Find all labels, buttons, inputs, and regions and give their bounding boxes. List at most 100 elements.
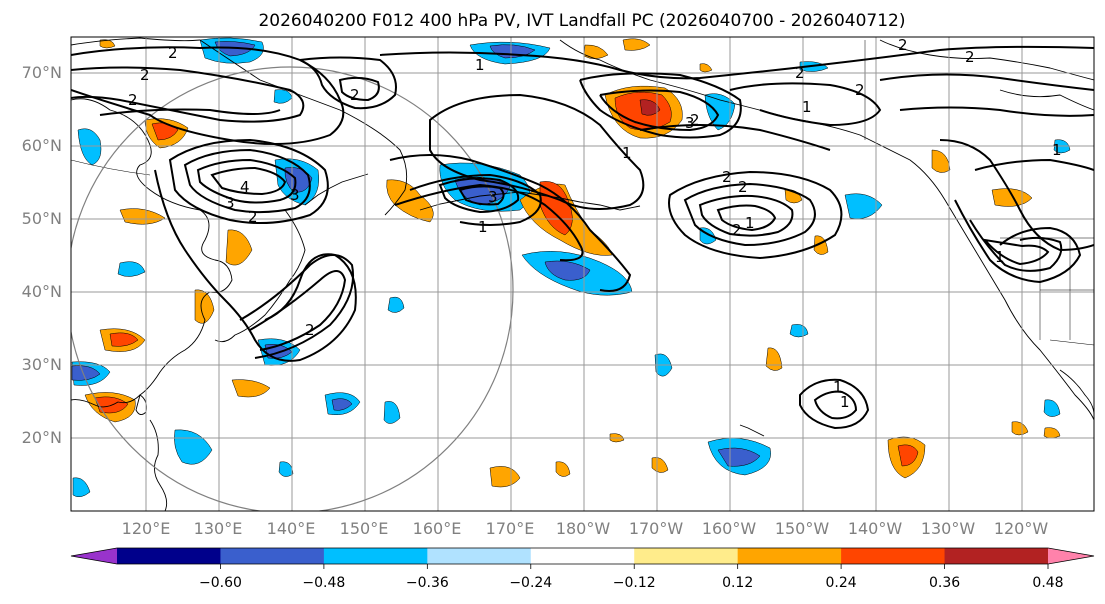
pv-contour [716,204,777,232]
colorbar-cell [944,548,1049,564]
pv-positive-region [225,229,253,266]
pv-contour [99,108,281,116]
contour-label: 2 [690,111,700,129]
pv-contour [71,66,305,123]
pv-positive-region [151,122,179,141]
lon-label-140w: 140°W [848,519,903,538]
colorbar-cell [117,548,221,564]
contour-label: 2 [732,221,742,239]
figure-title: 2026040200 F012 400 hPa PV, IVT Landfall… [258,11,905,31]
map-frame [70,36,1095,512]
japan-coastline [214,209,306,343]
lon-label-170e: 170°E [486,519,535,538]
map-panel: 2 2 2 2 1 2 2 2 2 1 3 4 3 2 2 3 2 2 1 2 … [71,37,1094,511]
contour-label: 1 [995,248,1005,266]
contour-label: 1 [745,214,755,232]
contour-label: 2 [305,321,315,339]
contour-label: 2 [248,208,258,226]
hawaii-islands [739,424,765,437]
colorbar-outline [70,547,1095,565]
pv-contour [939,139,1094,252]
pv-negative-region [1043,399,1061,417]
colorbar-tick-label: −0.12 [613,575,656,591]
colorbar-cell [841,548,946,564]
pv-contour [183,148,311,214]
siberia-coastline [71,37,201,46]
pv-contour [579,72,742,139]
pv-contour [154,169,357,362]
contour-label: 3 [488,188,498,206]
colorbar-tick-label: 0.24 [826,575,857,591]
colorbar-cell [427,548,532,564]
aleutian-islands [419,191,641,211]
pv-contour [210,166,287,196]
us-mexico-border [1049,339,1094,346]
lon-label-120w: 120°W [994,519,1049,538]
hudson-area-coastline [999,89,1094,111]
pv-contour [71,46,345,145]
contour-label: 2 [128,91,138,109]
pv-positive-region [1011,421,1029,436]
canada-coastline [879,39,1094,81]
lon-label-150w: 150°W [775,519,830,538]
mexico-coastline [1059,369,1094,416]
colorbar-cell [530,548,635,564]
contour-labels: 2 2 2 2 1 2 2 2 2 1 3 4 3 2 2 3 2 2 1 2 … [128,37,1062,411]
lon-label-130e: 130°E [194,519,243,538]
kamchatka-coastline [199,39,408,216]
colorbar: −0.60 −0.48 −0.36 −0.24 −0.12 0.12 0.24 0.36 0.4… [70,547,1095,591]
asia-coastline [71,98,233,408]
pv-positive-region [897,444,919,467]
pv-contour [729,82,882,127]
pv-contour [668,170,843,260]
lat-label-30n: 30°N [22,355,62,374]
kuril-islands [304,173,369,206]
pv-contour [799,378,870,430]
pv-contour [982,238,1050,266]
colorbar-tick-label: 0.48 [1032,575,1063,591]
colorbar-tick-label: −0.60 [199,575,242,591]
contour-label: 2 [855,81,865,99]
lon-label-140e: 140°E [267,519,316,538]
coastlines-layer [71,37,1094,511]
lat-label-20n: 20°N [22,428,62,447]
lon-label-170w: 170°W [629,519,684,538]
colorbar-cell [220,548,325,564]
latitude-labels: 70°N 60°N 50°N 40°N 30°N 20°N [22,63,62,447]
contour-label: 1 [840,393,850,411]
contour-label: 4 [240,178,250,196]
lat-label-70n: 70°N [22,63,62,82]
contour-label: 1 [1052,141,1062,159]
colorbar-cell [634,548,739,564]
pv-contour [683,182,816,247]
pv-positive-region [931,149,951,173]
contour-label: 1 [475,56,485,74]
colorbar-cell [323,548,428,564]
pv-contour [409,173,542,226]
pv-negative-region [117,261,146,277]
pv-positive-region [109,332,139,347]
contour-label: 2 [795,64,805,82]
reference-circle [71,66,514,511]
lat-label-40n: 40°N [22,282,62,301]
pv-contour [389,154,632,292]
colorbar-cell [737,548,842,564]
pv-positive-region [583,44,609,59]
pv-contour [899,106,1094,117]
us-state-borders [1039,238,1094,340]
pv-contour [438,177,520,214]
pv-negative-region [278,461,294,477]
colorbar-extend-max [1048,548,1094,564]
pv-contour [698,194,794,237]
pv-positive-region [1043,427,1061,439]
pv-positive-region [231,379,271,398]
contour-label: 2 [738,178,748,196]
contour-label: 3 [225,194,235,212]
pv-negative-region [717,447,761,467]
asia-border [71,159,151,176]
pv-positive-region [489,466,521,488]
colorbar-tick-label: 0.12 [722,575,753,591]
pv-contour [338,76,380,102]
contour-label: 3 [290,186,300,204]
